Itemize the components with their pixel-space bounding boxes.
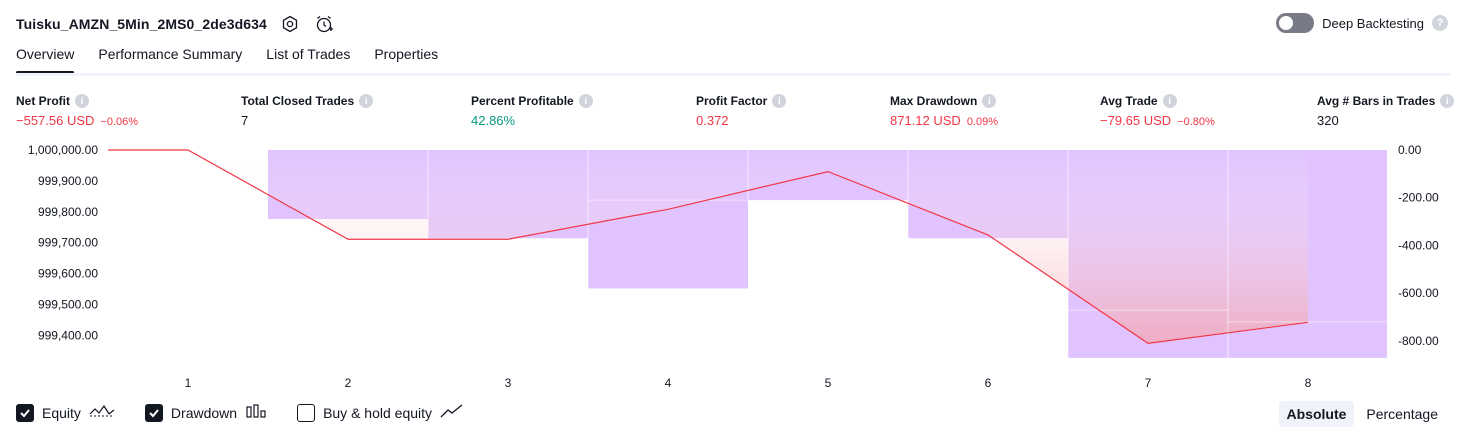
deep-backtesting-label: Deep Backtesting [1322, 15, 1424, 31]
strategy-name: Tuisku_AMZN_5Min_2MS0_2de3d634 [16, 16, 267, 32]
deep-backtesting-toggle[interactable] [1276, 13, 1315, 33]
metric-percent: −0.80% [1177, 116, 1215, 128]
x-axis-tick: 3 [505, 376, 512, 390]
legend-label: Equity [42, 404, 81, 421]
metric-value: −79.65 USD [1100, 113, 1172, 128]
tab-overview[interactable]: Overview [16, 46, 75, 74]
header: Tuisku_AMZN_5Min_2MS0_2de3d634 [16, 13, 335, 35]
left-axis-tick: 1,000,000.00 [28, 143, 98, 157]
x-axis-tick: 6 [985, 376, 992, 390]
left-axis-tick: 999,600.00 [38, 267, 98, 281]
metric-value: 871.12 USD [890, 113, 961, 128]
legend-buy-hold-equity[interactable]: Buy & hold equity [297, 403, 464, 422]
equity-drawdown-chart: 1,000,000.00 999,900.00 999,800.00 999,700.… [28, 143, 1439, 390]
info-icon[interactable]: i [578, 94, 593, 108]
x-axis-tick: 5 [825, 376, 832, 390]
x-axis-tick: 8 [1305, 376, 1312, 390]
info-icon[interactable]: i [75, 94, 89, 108]
tab-performance-summary[interactable]: Performance Summary [98, 46, 243, 62]
metric-value: 320 [1317, 113, 1339, 128]
left-axis-tick: 999,700.00 [38, 236, 98, 250]
left-axis-tick: 999,500.00 [38, 297, 98, 311]
report-tabs: Overview Performance Summary List of Tra… [16, 46, 439, 74]
tab-divider [16, 73, 1450, 76]
drawdown-checkbox[interactable] [144, 403, 163, 422]
right-axis-tick: -600.00 [1398, 286, 1439, 300]
equity-area [108, 150, 1308, 344]
metric-label: Avg # Bars in Trades [1317, 94, 1436, 108]
left-axis-tick: 999,800.00 [38, 205, 98, 219]
metric-avg-trade: Avg Trade i −79.65 USD −0.80% [1100, 94, 1215, 128]
info-icon[interactable]: i [1162, 94, 1177, 108]
info-icon[interactable]: i [772, 94, 787, 108]
right-axis-tick: -400.00 [1398, 238, 1439, 252]
metric-label: Max Drawdown [890, 94, 978, 108]
equity-checkbox[interactable] [16, 403, 34, 422]
tab-list-of-trades[interactable]: List of Trades [266, 46, 351, 62]
metric-value: 0.372 [696, 113, 729, 128]
legend-equity[interactable]: Equity [16, 403, 115, 422]
legend-drawdown[interactable]: Drawdown [144, 403, 267, 422]
scale-mode: Absolute Percentage [1278, 401, 1447, 427]
x-axis-tick: 4 [665, 376, 672, 390]
x-axis-tick: 2 [345, 376, 352, 390]
drawdown-bars-icon [245, 403, 267, 422]
info-icon[interactable]: i [359, 94, 374, 108]
add-alert-icon[interactable] [313, 13, 335, 35]
percentage-button[interactable]: Percentage [1366, 406, 1438, 422]
metric-label: Percent Profitable [471, 94, 574, 108]
legend-label: Drawdown [170, 404, 238, 421]
metric-percent: −0.06% [100, 116, 139, 128]
equity-line [108, 149, 1309, 344]
metric-label: Profit Factor [696, 94, 768, 108]
buy-hold-checkbox[interactable] [297, 403, 316, 422]
settings-icon[interactable] [279, 13, 301, 35]
deep-backtesting: Deep Backtesting ? [1276, 13, 1448, 33]
x-axis-tick: 1 [185, 376, 192, 390]
metric-max-drawdown: Max Drawdown i 871.12 USD 0.09% [890, 94, 998, 128]
metric-value: 7 [241, 113, 249, 128]
left-axis-tick: 999,400.00 [38, 328, 98, 342]
left-axis-tick: 999,900.00 [38, 174, 98, 188]
x-axis-tick: 7 [1145, 376, 1152, 390]
metric-percent: 0.09% [966, 116, 999, 128]
buy-hold-line-icon [440, 403, 464, 422]
metric-profit-factor: Profit Factor i 0.372 [696, 94, 787, 128]
info-icon[interactable]: i [982, 94, 997, 108]
metric-net-profit: Net Profit i −557.56 USD −0.06% [16, 94, 138, 128]
right-axis-tick: 0.00 [1398, 143, 1422, 157]
metric-label: Total Closed Trades [241, 94, 355, 108]
metric-total-closed-trades: Total Closed Trades i 7 [241, 94, 374, 128]
right-axis-tick: -200.00 [1398, 191, 1439, 205]
metric-label: Avg Trade [1100, 94, 1158, 108]
help-icon[interactable]: ? [1432, 15, 1448, 31]
metric-percent-profitable: Percent Profitable i 42.86% [471, 94, 593, 128]
equity-line-icon [89, 403, 115, 422]
metrics-row: Net Profit i −557.56 USD −0.06% Total Clos… [16, 94, 1455, 134]
tab-properties[interactable]: Properties [374, 46, 439, 62]
info-icon[interactable]: i [1440, 94, 1455, 108]
absolute-button[interactable]: Absolute [1278, 401, 1355, 427]
legend-label: Buy & hold equity [323, 404, 433, 421]
right-axis-tick: -800.00 [1398, 334, 1439, 348]
metric-label: Net Profit [16, 94, 70, 108]
metric-value: 42.86% [471, 113, 516, 128]
metric-avg-bars-in-trades: Avg # Bars in Trades i 320 [1317, 94, 1455, 128]
metric-value: −557.56 USD [16, 113, 95, 128]
chart-legend: Equity Drawdown Buy & hold equity [16, 403, 494, 422]
